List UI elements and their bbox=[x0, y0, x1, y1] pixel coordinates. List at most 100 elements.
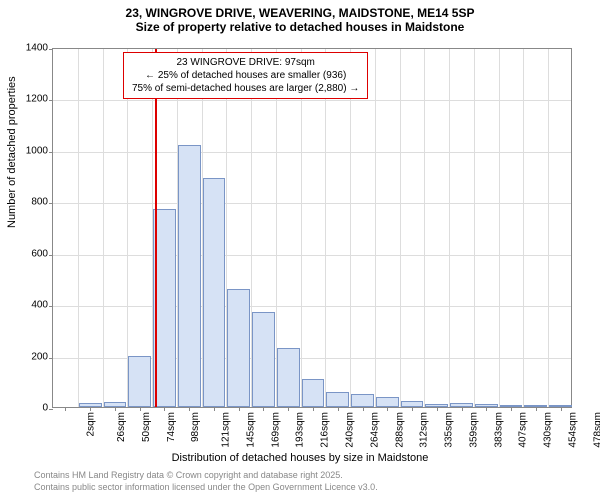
chart-plot-area: 23 WINGROVE DRIVE: 97sqm ← 25% of detach… bbox=[52, 48, 572, 408]
grid-line-v bbox=[127, 49, 128, 407]
histogram-bar bbox=[104, 402, 127, 407]
info-line-2: ← 25% of detached houses are smaller (93… bbox=[132, 69, 359, 82]
x-tick-label: 312sqm bbox=[419, 412, 430, 448]
grid-line-v bbox=[400, 49, 401, 407]
x-tick-mark bbox=[387, 407, 388, 411]
x-tick-mark bbox=[338, 407, 339, 411]
grid-line-v bbox=[325, 49, 326, 407]
x-tick-mark bbox=[90, 407, 91, 411]
footer-attribution: Contains HM Land Registry data © Crown c… bbox=[34, 470, 378, 493]
x-tick-label: 121sqm bbox=[221, 412, 232, 448]
x-tick-mark bbox=[363, 407, 364, 411]
x-tick-mark bbox=[412, 407, 413, 411]
x-tick-label: 335sqm bbox=[444, 412, 455, 448]
x-tick-mark bbox=[313, 407, 314, 411]
histogram-bar bbox=[351, 394, 374, 407]
x-tick-label: 145sqm bbox=[246, 412, 257, 448]
histogram-bar bbox=[302, 379, 325, 407]
y-tick-label: 1400 bbox=[26, 43, 48, 54]
y-tick-mark bbox=[49, 409, 53, 410]
histogram-bar bbox=[79, 403, 102, 407]
y-tick-mark bbox=[49, 203, 53, 204]
grid-line-h bbox=[53, 203, 571, 204]
histogram-bar bbox=[128, 356, 151, 407]
x-tick-mark bbox=[189, 407, 190, 411]
x-tick-label: 98sqm bbox=[190, 412, 201, 442]
grid-line-v bbox=[474, 49, 475, 407]
y-tick-label: 400 bbox=[31, 300, 48, 311]
x-axis-label: Distribution of detached houses by size … bbox=[0, 452, 600, 464]
x-tick-label: 264sqm bbox=[369, 412, 380, 448]
x-tick-mark bbox=[462, 407, 463, 411]
y-tick-label: 200 bbox=[31, 351, 48, 362]
grid-line-h bbox=[53, 306, 571, 307]
x-tick-mark bbox=[239, 407, 240, 411]
histogram-bar bbox=[203, 178, 226, 407]
y-tick-mark bbox=[49, 49, 53, 50]
histogram-bar bbox=[500, 405, 523, 407]
x-tick-label: 193sqm bbox=[295, 412, 306, 448]
histogram-bar bbox=[549, 405, 572, 407]
histogram-bar bbox=[252, 312, 275, 407]
grid-line-v bbox=[548, 49, 549, 407]
y-tick-label: 0 bbox=[42, 403, 48, 414]
grid-line-h bbox=[53, 100, 571, 101]
x-tick-label: 2sqm bbox=[86, 412, 97, 436]
footer-line-2: Contains public sector information licen… bbox=[34, 482, 378, 494]
grid-line-v bbox=[375, 49, 376, 407]
marker-info-box: 23 WINGROVE DRIVE: 97sqm ← 25% of detach… bbox=[123, 52, 368, 99]
y-tick-mark bbox=[49, 100, 53, 101]
x-tick-mark bbox=[164, 407, 165, 411]
title-line-2: Size of property relative to detached ho… bbox=[0, 20, 600, 34]
x-tick-mark bbox=[511, 407, 512, 411]
x-tick-mark bbox=[437, 407, 438, 411]
x-tick-mark bbox=[65, 407, 66, 411]
grid-line-v bbox=[449, 49, 450, 407]
info-line-3: 75% of semi-detached houses are larger (… bbox=[132, 82, 359, 95]
marker-line bbox=[155, 49, 157, 407]
histogram-bar bbox=[401, 401, 424, 407]
y-tick-label: 1000 bbox=[26, 145, 48, 156]
x-tick-label: 216sqm bbox=[320, 412, 331, 448]
grid-line-h bbox=[53, 152, 571, 153]
x-tick-label: 430sqm bbox=[543, 412, 554, 448]
y-tick-mark bbox=[49, 152, 53, 153]
grid-line-v bbox=[78, 49, 79, 407]
info-line-1: 23 WINGROVE DRIVE: 97sqm bbox=[132, 56, 359, 69]
grid-line-v bbox=[301, 49, 302, 407]
histogram-bar bbox=[277, 348, 300, 407]
grid-line-v bbox=[103, 49, 104, 407]
x-tick-label: 169sqm bbox=[270, 412, 281, 448]
y-tick-mark bbox=[49, 306, 53, 307]
grid-line-v bbox=[350, 49, 351, 407]
histogram-bar bbox=[425, 404, 448, 407]
x-tick-mark bbox=[263, 407, 264, 411]
y-tick-mark bbox=[49, 255, 53, 256]
y-tick-mark bbox=[49, 358, 53, 359]
title-line-1: 23, WINGROVE DRIVE, WEAVERING, MAIDSTONE… bbox=[0, 6, 600, 20]
footer-line-1: Contains HM Land Registry data © Crown c… bbox=[34, 470, 378, 482]
x-tick-label: 26sqm bbox=[116, 412, 127, 442]
y-tick-label: 800 bbox=[31, 197, 48, 208]
x-tick-label: 478sqm bbox=[592, 412, 600, 448]
histogram-bar bbox=[326, 392, 349, 407]
histogram-bar bbox=[227, 289, 250, 407]
x-tick-label: 288sqm bbox=[394, 412, 405, 448]
grid-line-v bbox=[523, 49, 524, 407]
x-tick-mark bbox=[536, 407, 537, 411]
x-tick-label: 50sqm bbox=[141, 412, 152, 442]
histogram-bar bbox=[475, 404, 498, 407]
histogram-bar bbox=[178, 145, 201, 407]
x-tick-label: 407sqm bbox=[518, 412, 529, 448]
x-tick-mark bbox=[561, 407, 562, 411]
x-tick-mark bbox=[486, 407, 487, 411]
x-tick-label: 454sqm bbox=[567, 412, 578, 448]
x-tick-label: 359sqm bbox=[468, 412, 479, 448]
x-tick-label: 74sqm bbox=[166, 412, 177, 442]
grid-line-v bbox=[499, 49, 500, 407]
y-axis-label: Number of detached properties bbox=[6, 76, 18, 228]
y-tick-label: 600 bbox=[31, 248, 48, 259]
histogram-bar bbox=[524, 405, 547, 407]
x-tick-mark bbox=[288, 407, 289, 411]
x-tick-mark bbox=[214, 407, 215, 411]
